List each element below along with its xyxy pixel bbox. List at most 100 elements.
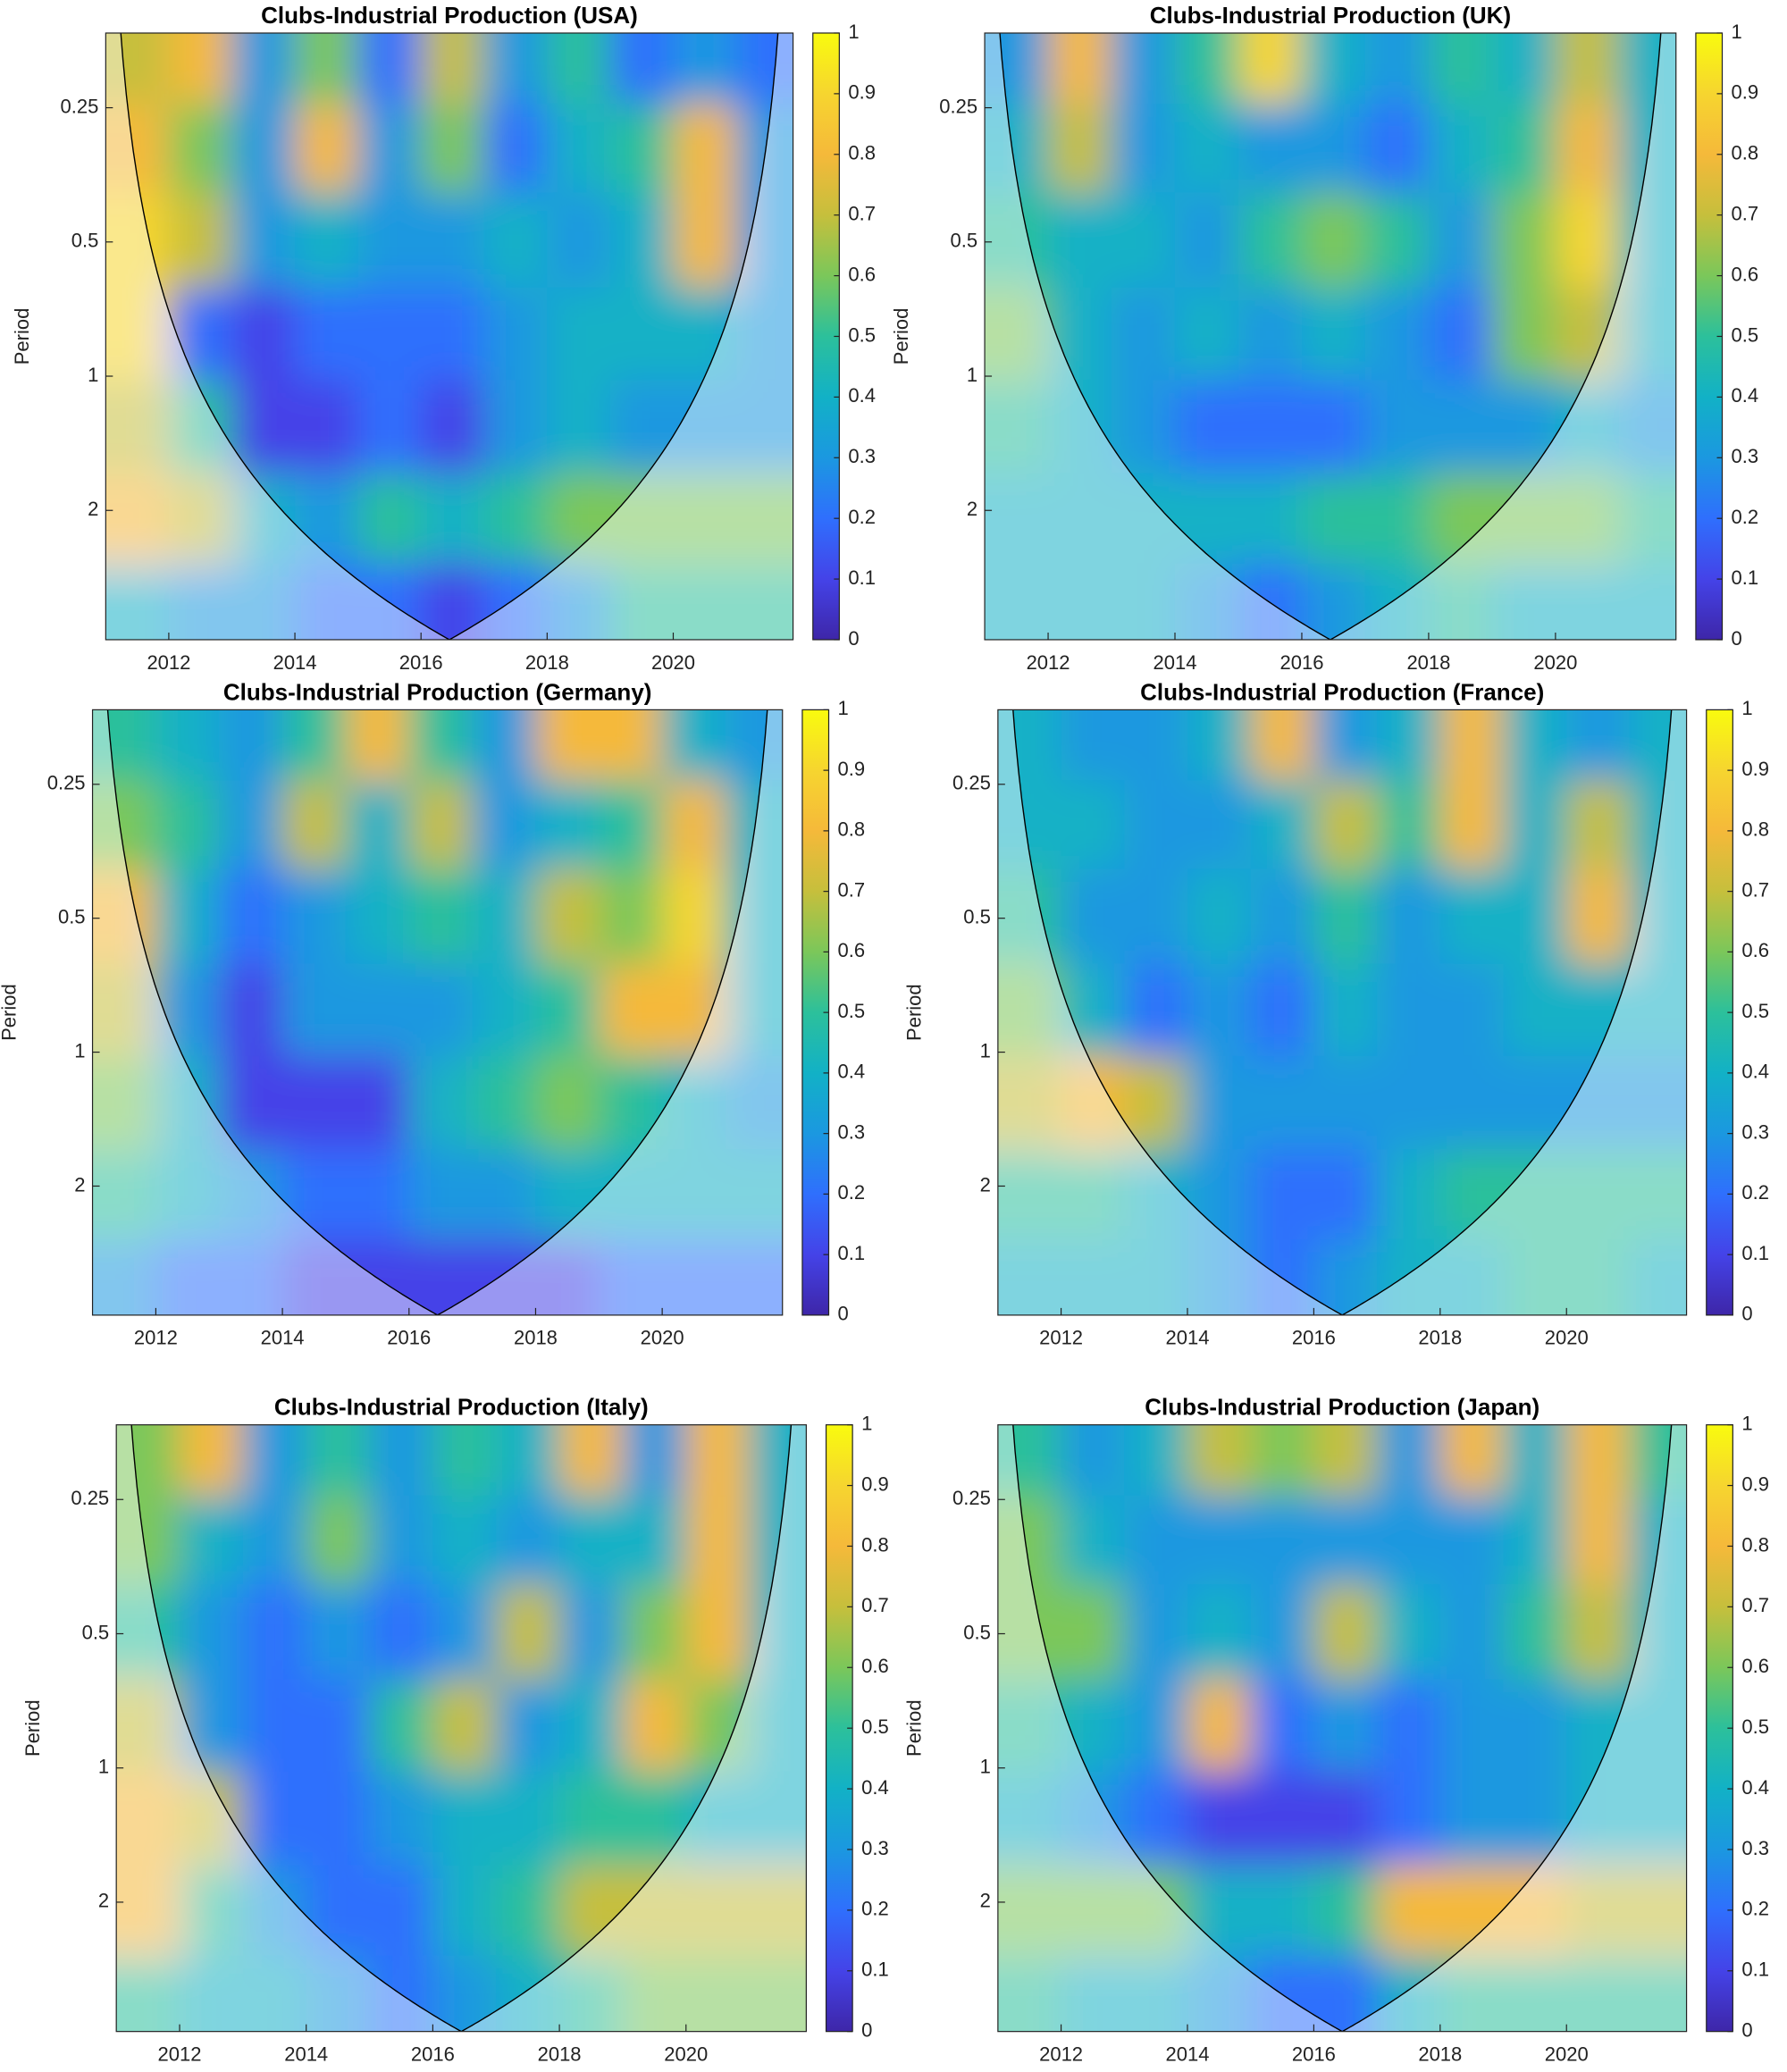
colorbar-tick-label: 0.5 (1741, 1715, 1769, 1738)
colorbar-tick-label: 0 (1732, 627, 1742, 650)
heatmap-cell (1377, 1771, 1441, 1866)
colorbar-tick-label: 0.5 (1741, 1000, 1769, 1022)
heatmap-cell (1237, 32, 1303, 105)
colorbar-tick-label: 0.4 (1732, 384, 1759, 407)
heatmap-cell (432, 1424, 498, 1497)
heatmap-cell (685, 1495, 751, 1586)
heatmap-cell (1503, 1149, 1568, 1240)
heatmap-cell (1124, 1055, 1188, 1151)
heatmap-cell (1439, 1679, 1505, 1773)
heatmap-cell (662, 709, 726, 782)
heatmap-cell (547, 473, 611, 565)
heatmap-cell (155, 1238, 221, 1315)
heatmap-cell (282, 1149, 347, 1240)
heatmap-cell (1124, 1771, 1188, 1866)
heatmap-cell (1503, 1955, 1568, 2032)
heatmap-cell (1124, 709, 1188, 782)
heatmap-cell (306, 1424, 371, 1497)
heatmap-cell (496, 1955, 561, 2032)
heatmap-cell (1061, 868, 1126, 965)
colorbar-tick-label: 0.3 (1741, 1120, 1769, 1143)
heatmap-cell (622, 1865, 687, 1957)
heatmap-cell (1187, 868, 1252, 965)
heatmap-cell (1187, 1955, 1252, 2032)
heatmap-cell (535, 709, 600, 782)
colorbar-tick-label: 0.4 (1741, 1061, 1769, 1083)
cone-of-influence (1012, 709, 1673, 1315)
colorbar-tick-label: 0.1 (838, 1242, 866, 1264)
heatmap-cell (622, 1771, 687, 1866)
heatmap-cell (1629, 1679, 1687, 1773)
heatmap-cell (1364, 563, 1430, 640)
heatmap-cell (496, 1495, 561, 1586)
heatmap-cell (736, 563, 793, 640)
heatmap-cell (1061, 1238, 1126, 1315)
heatmap-cell (432, 1495, 498, 1586)
heatmap-cell (1313, 1584, 1379, 1681)
heatmap-cell (736, 380, 793, 474)
heatmap-cell (1112, 287, 1177, 382)
heatmap-cell (168, 192, 233, 289)
heatmap-cell (1250, 1495, 1315, 1586)
heatmap-cell (1237, 104, 1303, 194)
colorbar (812, 32, 840, 641)
plot-frame (984, 32, 1677, 641)
y-axis-label: Period (0, 984, 20, 1041)
panel: 2012 2014 2016 2018 2020 0.25 0.5 1 2 Clubs-Indus… (21, 1394, 889, 2066)
heatmap-cell (609, 32, 675, 105)
chart-title: Clubs-Industrial Production (UK) (1150, 2, 1511, 29)
heatmap-cell (997, 963, 1062, 1057)
chart-title: Clubs-Industrial Production (Italy) (274, 1394, 649, 1421)
heatmap-cell (1124, 780, 1188, 870)
heatmap-cell (609, 287, 675, 382)
heatmap-cell (1250, 1584, 1315, 1681)
colorbar-tick-label: 0 (838, 1303, 849, 1325)
heatmap (997, 1424, 1687, 2032)
heatmap-cell (1566, 1055, 1631, 1151)
heatmap-cell (180, 1424, 244, 1497)
heatmap-cell (1313, 780, 1379, 870)
heatmap-cell (1439, 1771, 1505, 1866)
x-tick-label: 2016 (387, 1327, 431, 1349)
colorbar-tick-label: 0.8 (1741, 1533, 1769, 1556)
y-tick-label: 1 (980, 1039, 991, 1061)
heatmap-cell (1187, 1865, 1252, 1957)
colorbar-tick-label: 0.1 (848, 566, 876, 589)
colorbar-tick-label: 0.3 (1741, 1837, 1769, 1859)
heatmap-cell (1250, 1149, 1315, 1240)
colorbar-tick-label: 0.9 (1741, 1472, 1769, 1495)
colorbar-tick-label: 1 (848, 21, 859, 43)
heatmap-cell (1629, 1955, 1687, 2032)
x-tick-label: 2018 (525, 651, 569, 674)
heatmap-cell (231, 104, 297, 194)
heatmap-cell (1428, 287, 1493, 382)
cone-of-influence-mask (997, 1424, 1687, 2032)
x-tick-label: 2016 (1292, 2043, 1336, 2065)
heatmap-cell (599, 709, 664, 782)
heatmap (116, 1424, 807, 2032)
heatmap-cell (1503, 1584, 1568, 1681)
heatmap-cell (1175, 563, 1239, 640)
heatmap-cell (357, 287, 423, 382)
heatmap-cell (432, 1679, 498, 1773)
heatmap-cell (662, 1238, 726, 1315)
heatmap-cell (1301, 32, 1366, 105)
heatmap-cell (1061, 1149, 1126, 1240)
heatmap-cell (985, 380, 1050, 474)
heatmap-cell (1364, 192, 1430, 289)
heatmap-cell (1503, 868, 1568, 965)
heatmap-cell (609, 473, 675, 565)
heatmap-cell (685, 1679, 751, 1773)
heatmap-cell (369, 1771, 434, 1866)
heatmap-cell (219, 1238, 284, 1315)
cone-of-influence (1012, 1424, 1673, 2032)
y-tick-label: 2 (98, 1890, 109, 1912)
heatmap-cell (1503, 1865, 1568, 1957)
heatmap-cell (295, 32, 359, 105)
heatmap-cell (985, 192, 1050, 289)
heatmap-cell (997, 709, 1062, 782)
colorbar-tick-label: 0.7 (1741, 1594, 1769, 1616)
heatmap-cell (1061, 709, 1126, 782)
colorbar-tick-label: 0.9 (838, 758, 866, 780)
heatmap-cell (472, 1055, 537, 1151)
